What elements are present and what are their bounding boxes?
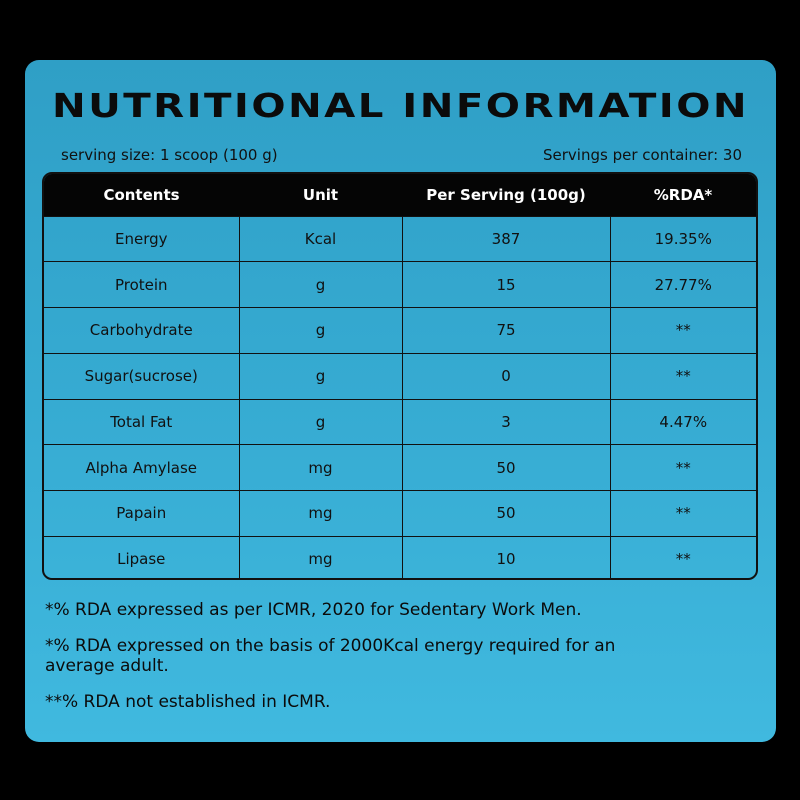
cell-per-serving: 50 xyxy=(402,490,611,537)
serving-size: serving size: 1 scoop (100 g) xyxy=(61,146,278,164)
servings-per-container: Servings per container: 30 xyxy=(543,146,742,164)
footnote-not-established: **% RDA not established in ICMR. xyxy=(45,692,331,712)
cell-unit: mg xyxy=(239,444,403,491)
cell-per-serving: 387 xyxy=(402,215,611,262)
cell-rda: 19.35% xyxy=(610,215,756,262)
cell-per-serving: 15 xyxy=(402,261,611,308)
cell-content: Carbohydrate xyxy=(44,307,240,354)
cell-content: Total Fat xyxy=(44,398,240,445)
cell-content: Papain xyxy=(44,490,240,537)
cell-rda: ** xyxy=(610,444,756,491)
footnotes: *% RDA expressed as per ICMR, 2020 for S… xyxy=(45,600,676,728)
cell-unit: mg xyxy=(239,535,403,578)
cell-unit: g xyxy=(239,261,403,308)
cell-content: Protein xyxy=(44,261,240,308)
table-row: Energy Kcal 387 19.35% xyxy=(44,215,756,262)
table-row: Alpha Amylase mg 50 ** xyxy=(44,444,756,491)
cell-rda: ** xyxy=(610,307,756,354)
cell-rda: ** xyxy=(610,490,756,537)
cell-rda: 4.47% xyxy=(610,398,756,445)
cell-per-serving: 50 xyxy=(402,444,611,491)
table-row: Sugar(sucrose) g 0 ** xyxy=(44,352,756,399)
cell-per-serving: 3 xyxy=(402,398,611,445)
cell-per-serving: 75 xyxy=(402,307,611,354)
cell-rda: ** xyxy=(610,352,756,399)
header-rda: %RDA* xyxy=(653,185,713,204)
table-row: Total Fat g 3 4.47% xyxy=(44,398,756,445)
cell-per-serving: 0 xyxy=(402,352,611,399)
cell-unit: g xyxy=(239,307,403,354)
table-header-row: Contents Unit Per Serving (100g) %RDA* xyxy=(44,174,756,216)
table-row: Papain mg 50 ** xyxy=(44,490,756,537)
header-unit: Unit xyxy=(302,185,339,204)
table-row: Carbohydrate g 75 ** xyxy=(44,307,756,354)
cell-unit: g xyxy=(239,398,403,445)
cell-unit: mg xyxy=(239,490,403,537)
cell-unit: g xyxy=(239,352,403,399)
cell-content: Energy xyxy=(44,215,240,262)
cell-rda: 27.77% xyxy=(610,261,756,308)
header-contents: Contents xyxy=(103,185,180,204)
cell-unit: Kcal xyxy=(239,215,403,262)
cell-content: Sugar(sucrose) xyxy=(44,352,240,399)
cell-content: Alpha Amylase xyxy=(44,444,240,491)
table-row: Lipase mg 10 ** xyxy=(44,535,756,578)
cell-rda: ** xyxy=(610,535,756,578)
footnote-icmr: *% RDA expressed as per ICMR, 2020 for S… xyxy=(45,600,582,620)
page-title: NUTRITIONAL INFORMATION xyxy=(51,86,750,125)
nutrition-panel: NUTRITIONAL INFORMATION serving size: 1 … xyxy=(25,60,776,742)
cell-content: Lipase xyxy=(44,535,240,578)
cell-per-serving: 10 xyxy=(402,535,611,578)
table-row: Protein g 15 27.77% xyxy=(44,261,756,308)
header-per-serving: Per Serving (100g) xyxy=(426,185,586,204)
footnote-energy-basis: *% RDA expressed on the basis of 2000Kca… xyxy=(45,636,616,676)
nutrition-table: Contents Unit Per Serving (100g) %RDA* E… xyxy=(42,172,758,580)
